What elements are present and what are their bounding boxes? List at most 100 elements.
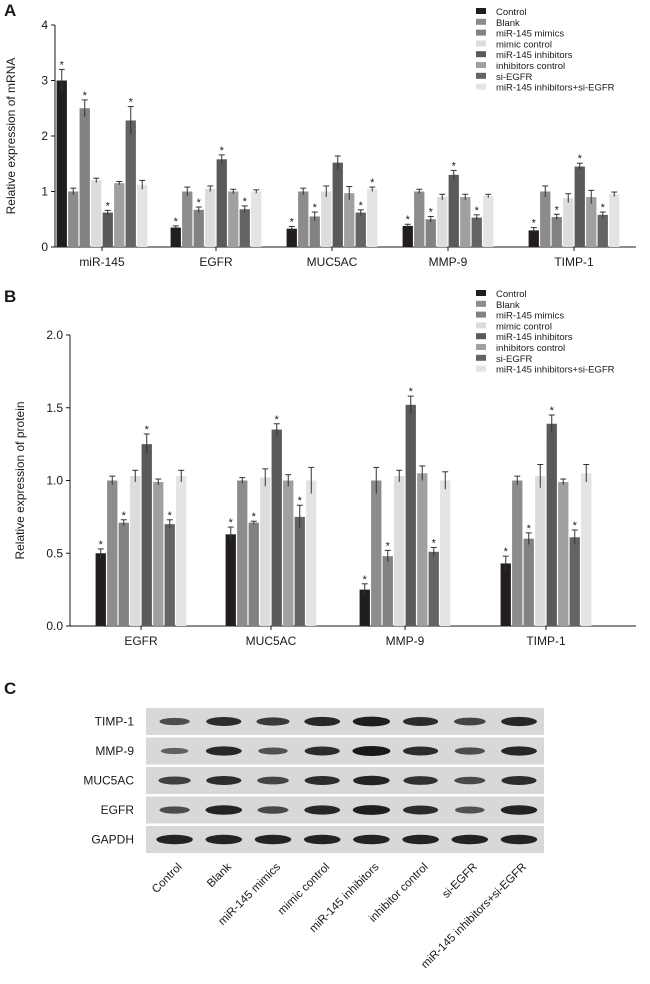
bar [359,589,370,626]
blot-band [501,746,537,756]
legend-swatch [476,83,486,90]
legend-label: miR-145 mimics [496,29,564,40]
blot-band [158,776,191,785]
significance-star: * [555,204,560,216]
legend-swatch [476,344,486,350]
y-tick-label: 1.0 [46,474,63,488]
bar [417,473,428,626]
significance-star: * [406,214,411,226]
significance-star: * [429,206,434,218]
bar [193,209,204,247]
y-tick-label: 1.5 [46,401,63,415]
panel-letter-a: A [4,1,16,20]
blot-band [453,717,486,726]
bar [402,225,413,247]
bar [114,183,125,247]
significance-star: * [243,196,248,208]
bar [558,481,569,626]
y-tick-label: 0.0 [46,619,63,633]
legend-label: inhibitors control [496,343,565,354]
blot-row-label: GAPDH [91,832,134,846]
y-axis-title: Relative expression of protein [13,401,27,559]
significance-star: * [298,495,303,507]
panel-letter-b: B [4,287,16,306]
blot-band [454,747,485,755]
significance-star: * [83,90,88,102]
legend-label: Control [496,289,527,300]
bar [164,524,175,626]
significance-star: * [370,177,375,189]
blot-band [403,717,439,726]
panel-letter-c: C [4,679,16,698]
significance-star: * [601,202,606,214]
y-tick-label: 4 [41,18,48,32]
blot-row-label: MUC5AC [83,773,134,787]
bar [309,216,320,247]
blot-band [206,776,242,785]
legend-swatch [476,18,486,25]
blot-lane-label: Blank [205,861,234,890]
significance-star: * [290,216,295,228]
bar [118,522,129,626]
significance-star: * [99,539,104,551]
legend-label: miR-145 inhibitors+si-EGFR [496,365,615,376]
bar [440,480,451,626]
legend-label: si-EGFR [496,72,533,83]
bar [170,227,181,247]
bar [176,476,187,626]
significance-star: * [432,537,437,549]
blot-band [156,834,193,845]
blot-row-label: EGFR [101,803,135,817]
y-tick-label: 0.5 [46,546,63,560]
bar [551,217,562,247]
legend-swatch [476,365,486,372]
x-tick-label: EGFR [124,634,158,648]
bar [609,194,620,247]
blot-band [159,717,190,726]
legend-swatch [476,62,486,68]
significance-star: * [532,218,537,230]
blot-band [205,805,243,815]
bar [102,212,113,247]
bar [125,120,136,247]
blot-band [206,717,242,726]
significance-star: * [122,510,127,522]
significance-star: * [527,523,532,535]
legend-label: miR-145 inhibitors [496,50,573,61]
x-tick-label: MMP-9 [429,255,468,269]
significance-star: * [220,145,225,157]
legend-label: si-EGFR [496,354,533,365]
blot-band [205,746,242,756]
western-blot-panel-c: TIMP-1 MMP-9 MUC5AC EGFR GAPDH Control Blank mi… [83,708,544,971]
bar [306,480,317,626]
blot-lane-label: si-EGFR [440,861,480,901]
legend-swatch [476,333,486,340]
bar [182,191,193,247]
bar [437,197,448,247]
bar [546,423,557,626]
x-tick-label: miR-145 [79,255,125,269]
bar [540,191,551,247]
bar [371,480,382,626]
legend-label: Blank [496,18,520,29]
bar [586,197,597,247]
significance-star: * [229,517,234,529]
bar [107,480,118,626]
x-tick-label: MUC5AC [246,634,297,648]
bar [563,198,574,247]
bar [251,191,262,247]
significance-star: * [504,546,509,558]
bar [344,193,355,247]
blot-band [501,776,537,785]
blot-band [403,776,438,785]
bar [405,404,416,626]
significance-star: * [573,520,578,532]
blot-band [353,834,390,845]
x-tick-label: TIMP-1 [554,255,594,269]
significance-star: * [363,574,368,586]
y-tick-label: 2.0 [46,328,63,342]
bar [130,476,141,626]
bar [332,162,343,247]
legend-label: Blank [496,300,520,311]
blot-band [257,806,289,814]
